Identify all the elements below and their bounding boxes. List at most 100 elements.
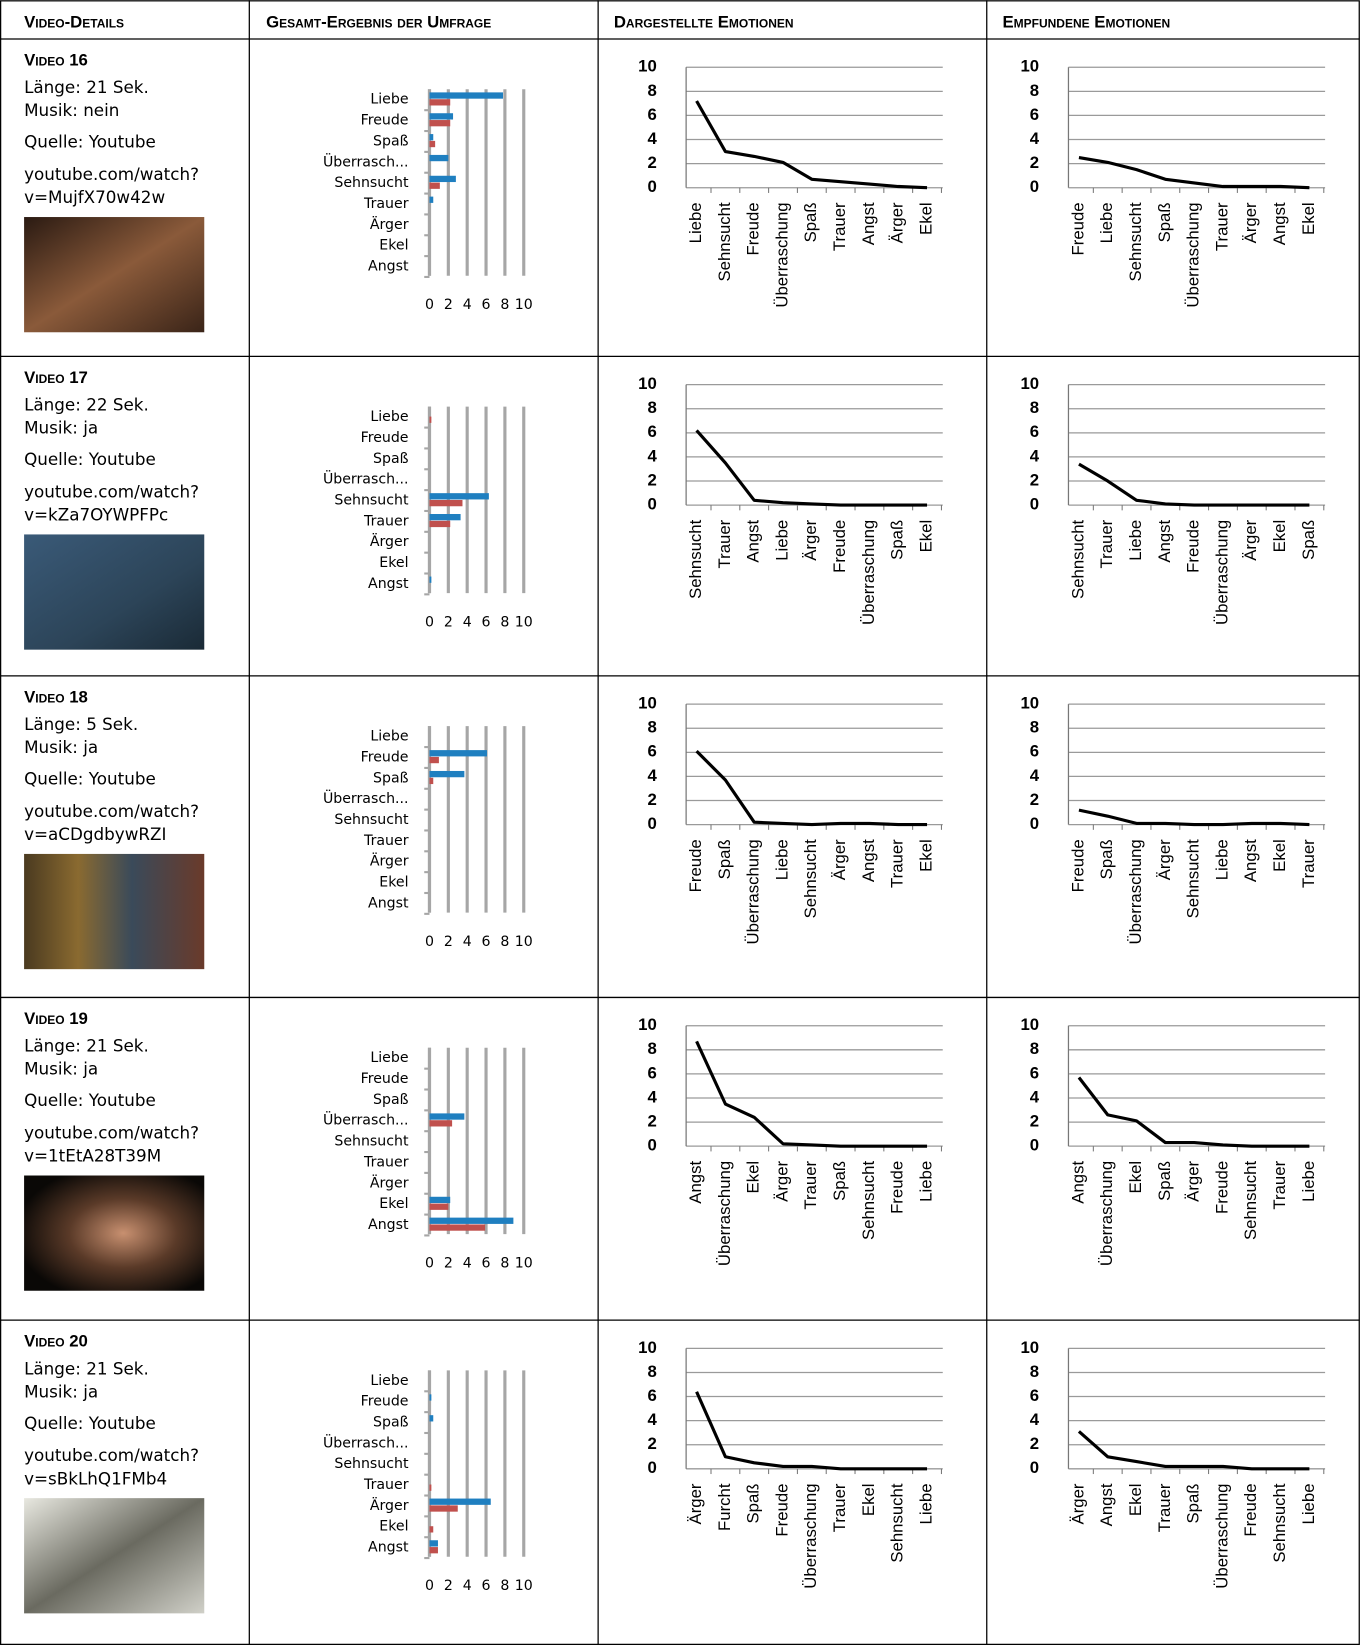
- video-source: Quelle: Youtube: [24, 132, 156, 152]
- y-tick-label: 10: [638, 1015, 657, 1034]
- x-tick-label: Freude: [744, 202, 763, 255]
- y-tick-label: Angst: [368, 1540, 409, 1556]
- y-tick-label: Ekel: [379, 238, 408, 254]
- x-tick-label: 6: [482, 1578, 491, 1594]
- y-tick-label: 8: [647, 718, 656, 737]
- column-header: Gesamt-Ergebnis der Umfrage: [266, 13, 491, 32]
- x-tick-label: Sehnsucht: [801, 839, 820, 918]
- line: [1077, 1430, 1310, 1471]
- x-tick-label: Freude: [1212, 1161, 1231, 1214]
- x-tick-label: 8: [500, 1256, 509, 1272]
- x-tick-label: Ärger: [772, 1160, 791, 1201]
- x-tick-label: Ärger: [1068, 1483, 1087, 1524]
- y-tick-label: 6: [647, 422, 656, 441]
- y-tick-label: 2: [647, 790, 656, 809]
- x-tick-label: Angst: [744, 519, 763, 562]
- column-header: Dargestellte Emotionen: [614, 13, 794, 32]
- y-tick-label: 4: [647, 1087, 657, 1106]
- line: [1077, 1076, 1310, 1148]
- x-tick-label: Liebe: [772, 839, 791, 880]
- x-tick-label: Trauer: [1097, 519, 1116, 568]
- x-tick-label: Ekel: [916, 202, 935, 235]
- x-tick-label: Trauer: [1299, 839, 1318, 888]
- y-tick-label: 6: [647, 742, 656, 761]
- x-tick-label: Spaß: [1184, 1483, 1203, 1523]
- y-tick-label: Ärger: [370, 215, 409, 233]
- y-tick-label: Freude: [361, 1071, 409, 1087]
- video-music: Musik: ja: [24, 418, 98, 438]
- y-tick-label: Sehnsucht: [334, 1456, 409, 1472]
- x-tick-label: 8: [500, 614, 509, 630]
- video-source: Quelle: Youtube: [24, 1413, 156, 1433]
- y-tick-label: 6: [1030, 422, 1039, 441]
- y-tick-label: Freude: [361, 749, 409, 765]
- y-tick-label: 0: [647, 495, 656, 514]
- x-tick-label: Überraschung: [715, 1161, 734, 1266]
- line: [1078, 156, 1310, 190]
- x-tick-label: Spaß: [744, 1483, 763, 1523]
- x-tick-label: 6: [482, 934, 491, 950]
- y-tick-label: Spaß: [373, 770, 409, 786]
- y-tick-label: Spaß: [373, 133, 409, 149]
- y-tick-label: Trauer: [363, 1154, 409, 1170]
- video-source: Quelle: Youtube: [24, 449, 156, 469]
- y-tick-label: 8: [647, 81, 656, 100]
- y-tick-label: 10: [1020, 1338, 1039, 1357]
- y-tick-label: 10: [1020, 694, 1039, 713]
- bar: [429, 1505, 458, 1512]
- x-tick-label: Spaß: [715, 839, 734, 879]
- y-tick-label: Ärger: [370, 852, 409, 870]
- video-title: Video 17: [24, 368, 88, 387]
- y-tick-label: 4: [647, 1410, 657, 1429]
- bar: [429, 1394, 432, 1401]
- y-tick-label: Überrasch...: [323, 470, 409, 488]
- y-tick-label: 10: [1020, 374, 1039, 393]
- x-tick-label: 2: [444, 934, 453, 950]
- x-tick-label: 0: [425, 1256, 434, 1272]
- video-url: youtube.com/watch?: [24, 164, 199, 184]
- line: [1078, 462, 1310, 507]
- x-tick-label: 2: [444, 297, 453, 313]
- bar: [429, 750, 487, 757]
- x-tick-label: 0: [425, 614, 434, 630]
- y-tick-label: 10: [638, 1338, 657, 1357]
- video-thumbnail: [24, 534, 205, 650]
- y-tick-label: Angst: [368, 1217, 409, 1233]
- x-tick-label: Trauer: [830, 202, 849, 251]
- y-tick-label: 2: [1030, 1434, 1039, 1453]
- x-tick-label: Angst: [1097, 1483, 1116, 1526]
- x-tick-label: Ekel: [1126, 1161, 1145, 1194]
- y-tick-label: Ekel: [379, 1519, 408, 1535]
- y-tick-label: Überrasch...: [323, 1111, 409, 1129]
- y-tick-label: 4: [647, 129, 657, 148]
- video-thumbnail: [24, 1498, 205, 1614]
- line: [1078, 808, 1310, 827]
- x-tick-label: Trauer: [1212, 202, 1231, 251]
- y-tick-label: 10: [1020, 1015, 1039, 1034]
- y-tick-label: Freude: [361, 1394, 409, 1410]
- y-tick-label: Liebe: [370, 1373, 408, 1389]
- video-music: Musik: ja: [24, 1381, 98, 1401]
- bar: [429, 1547, 438, 1554]
- x-tick-label: 4: [463, 614, 472, 630]
- x-tick-label: Überraschung: [1097, 1161, 1116, 1266]
- x-tick-label: Ärger: [1241, 519, 1260, 560]
- y-tick-label: 0: [1030, 495, 1039, 514]
- video-source: Quelle: Youtube: [24, 1090, 156, 1110]
- y-tick-label: 10: [1020, 57, 1039, 76]
- y-tick-label: Ärger: [370, 1496, 409, 1514]
- x-tick-label: Überraschung: [1212, 1483, 1231, 1588]
- x-tick-label: Ärger: [801, 519, 820, 560]
- line: [695, 1040, 928, 1148]
- bar: [429, 1113, 465, 1120]
- x-tick-label: Spaß: [1155, 1161, 1174, 1201]
- bar: [429, 756, 439, 764]
- x-tick-label: Ekel: [1270, 839, 1289, 872]
- column-header: Video-Details: [24, 13, 124, 32]
- x-tick-label: Ärger: [1241, 202, 1260, 243]
- x-tick-label: 10: [515, 614, 533, 630]
- y-tick-label: 0: [647, 1136, 656, 1155]
- x-tick-label: Ekel: [1270, 520, 1289, 553]
- x-tick-label: 10: [515, 1256, 533, 1272]
